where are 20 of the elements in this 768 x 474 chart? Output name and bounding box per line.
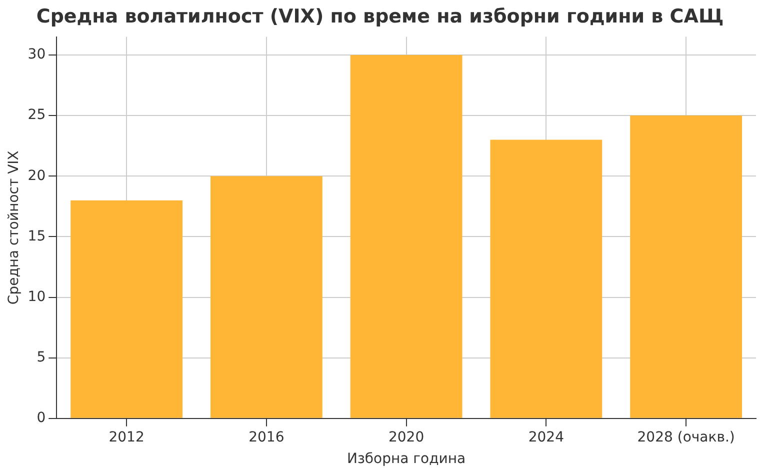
x-tick-label: 2012 — [108, 429, 144, 446]
bar — [210, 176, 322, 418]
x-axis-title: Изборна година — [346, 451, 466, 468]
x-tick-label: 2016 — [248, 429, 284, 446]
x-tick-label: 2020 — [388, 429, 424, 446]
y-tick-label: 0 — [36, 410, 46, 426]
y-tick-label: 10 — [28, 288, 46, 305]
y-tick-label: 20 — [28, 168, 46, 184]
x-tick-label: 2028 (очакв.) — [637, 429, 735, 446]
chart-title: Средна волатилност (VIX) по време на изборни години в САЩ — [36, 5, 724, 28]
y-tick-label: 5 — [36, 349, 46, 366]
y-axis-title: Средна стойност VIX — [6, 150, 22, 305]
y-tick-label: 30 — [28, 46, 46, 63]
bar — [630, 116, 742, 418]
x-tick-label: 2024 — [528, 429, 564, 446]
y-tick-label: 25 — [28, 107, 46, 124]
y-tick-label: 15 — [28, 228, 46, 244]
bar — [70, 200, 183, 418]
bar — [350, 54, 462, 418]
bar — [490, 140, 602, 418]
